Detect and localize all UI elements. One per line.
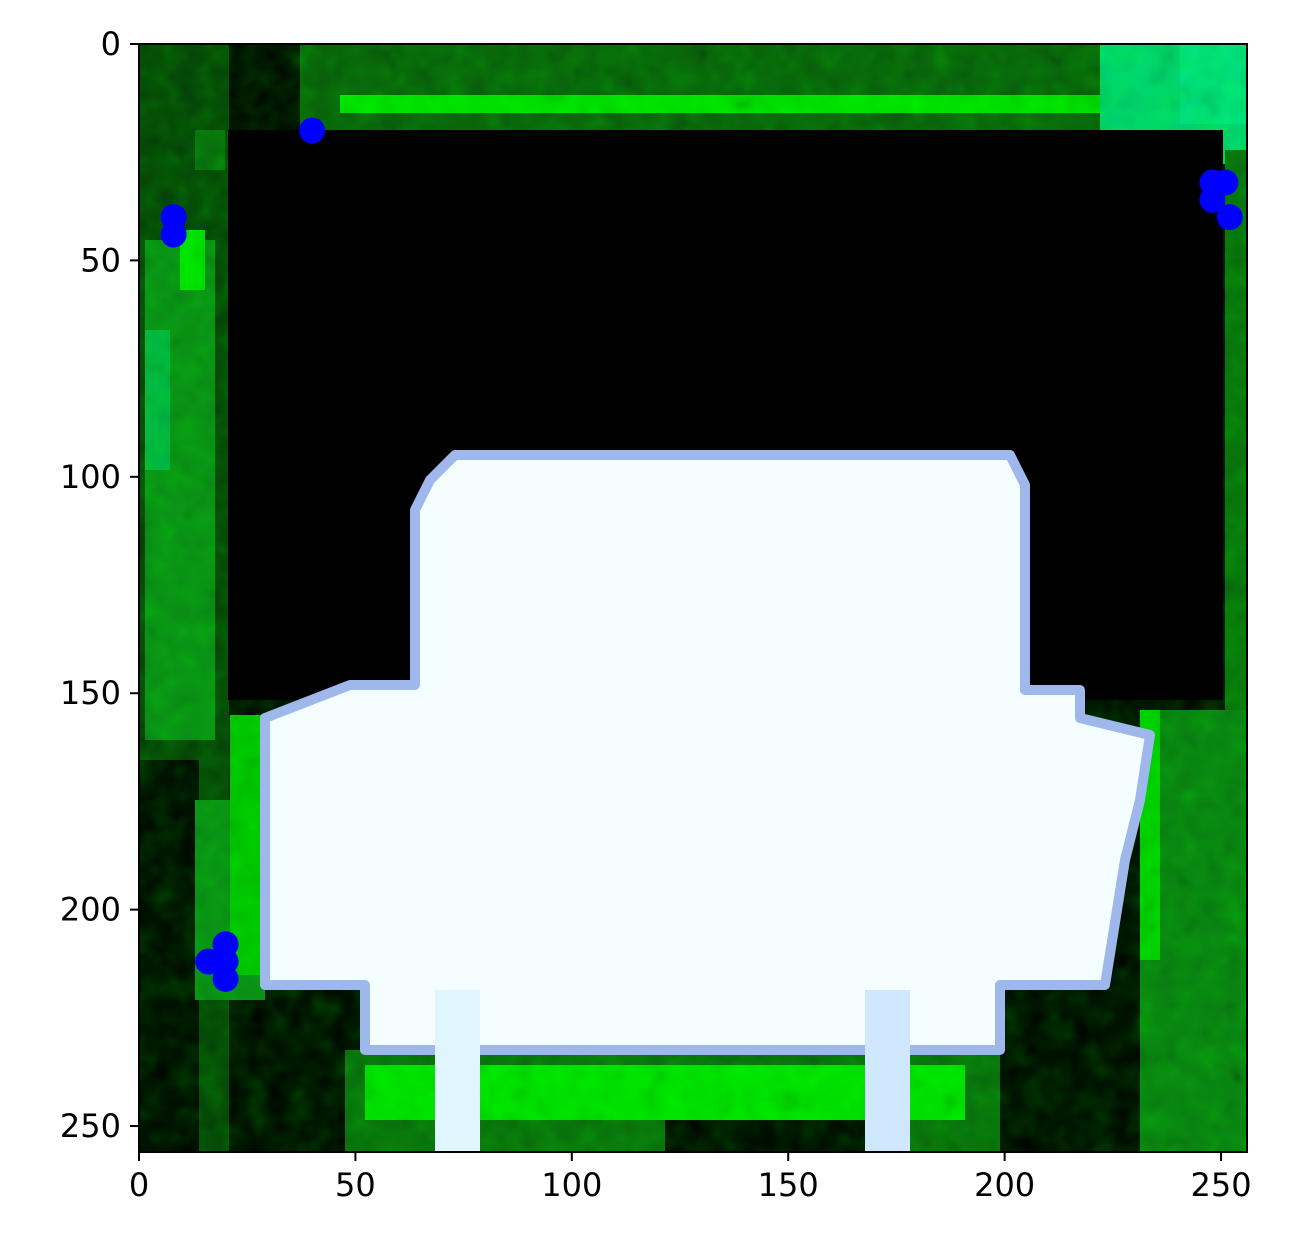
x-tick-label: 0 [129, 1166, 149, 1204]
data-point [212, 965, 239, 992]
data-point [1216, 204, 1243, 231]
y-tick-label: 250 [60, 1107, 121, 1145]
data-point [195, 948, 222, 975]
y-tick-label: 0 [101, 25, 121, 63]
y-tick-label: 100 [60, 458, 121, 496]
image-background [139, 44, 1247, 1152]
data-point [299, 117, 326, 144]
data-point [160, 221, 187, 248]
data-point [1199, 186, 1226, 213]
y-tick-label: 50 [80, 241, 121, 279]
scatter-points [160, 117, 1243, 992]
plot-frame [138, 43, 1248, 1153]
x-tick-label: 200 [974, 1166, 1035, 1204]
x-tick-label: 250 [1190, 1166, 1251, 1204]
x-tick-label: 50 [335, 1166, 376, 1204]
y-tick-label: 150 [60, 674, 121, 712]
x-tick-label: 150 [758, 1166, 819, 1204]
y-tick-label: 200 [60, 891, 121, 929]
x-tick-label: 100 [541, 1166, 602, 1204]
